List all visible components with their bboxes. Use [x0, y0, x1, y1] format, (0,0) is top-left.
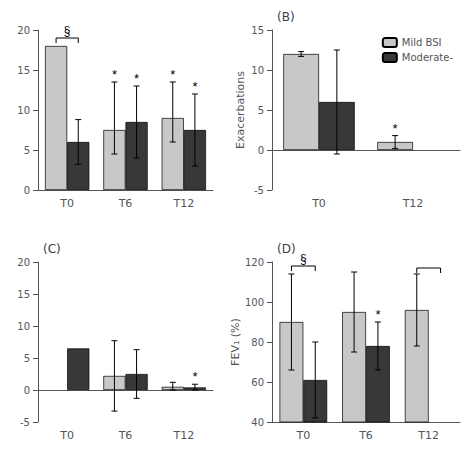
- svg-text:T12: T12: [172, 429, 194, 442]
- svg-text:*: *: [134, 71, 139, 86]
- svg-text:T0: T0: [311, 197, 326, 210]
- svg-text:T0: T0: [59, 197, 74, 210]
- svg-text:T6: T6: [118, 197, 133, 210]
- svg-text:*: *: [375, 307, 380, 322]
- svg-text:15: 15: [17, 65, 30, 76]
- svg-text:(B): (B): [277, 10, 295, 24]
- svg-text:15: 15: [251, 25, 264, 36]
- svg-text:10: 10: [17, 105, 30, 116]
- svg-text:40: 40: [251, 417, 264, 428]
- svg-text:(C): (C): [43, 242, 61, 256]
- svg-text:*: *: [112, 67, 117, 82]
- svg-text:5: 5: [24, 145, 30, 156]
- svg-text:*: *: [393, 121, 398, 136]
- svg-text:T12: T12: [172, 197, 194, 210]
- svg-text:T0: T0: [295, 429, 310, 442]
- svg-text:10: 10: [17, 321, 30, 332]
- svg-text:*: *: [192, 79, 197, 94]
- svg-text:T0: T0: [59, 429, 74, 442]
- svg-text:*: *: [192, 369, 197, 384]
- svg-text:T6: T6: [118, 429, 133, 442]
- svg-text:5: 5: [24, 353, 30, 364]
- svg-text:T12: T12: [417, 429, 439, 442]
- svg-text:60: 60: [251, 377, 264, 388]
- svg-text:10: 10: [251, 65, 264, 76]
- svg-text:20: 20: [17, 25, 30, 36]
- svg-text:100: 100: [245, 297, 264, 308]
- svg-text:-5: -5: [20, 417, 30, 428]
- svg-text:120: 120: [245, 257, 264, 268]
- svg-text:Exacerbations: Exacerbations: [234, 71, 247, 149]
- svg-text:Mild BSI: Mild BSI: [402, 37, 442, 48]
- svg-text:0: 0: [258, 145, 264, 156]
- svg-text:(D): (D): [277, 242, 296, 256]
- svg-text:15: 15: [17, 289, 30, 300]
- svg-text:*: *: [170, 67, 175, 82]
- svg-text:T12: T12: [402, 197, 424, 210]
- svg-text:§: §: [64, 24, 71, 38]
- svg-text:0: 0: [24, 185, 30, 196]
- svg-text:T6: T6: [358, 429, 373, 442]
- svg-text:§: §: [300, 252, 307, 266]
- svg-text:5: 5: [258, 105, 264, 116]
- svg-text:-5: -5: [254, 185, 264, 196]
- svg-text:80: 80: [251, 337, 264, 348]
- svg-text:FEV₁ (%): FEV₁ (%): [229, 318, 242, 366]
- svg-text:Moderate-: Moderate-: [402, 52, 454, 63]
- svg-text:20: 20: [17, 257, 30, 268]
- svg-text:0: 0: [24, 385, 30, 396]
